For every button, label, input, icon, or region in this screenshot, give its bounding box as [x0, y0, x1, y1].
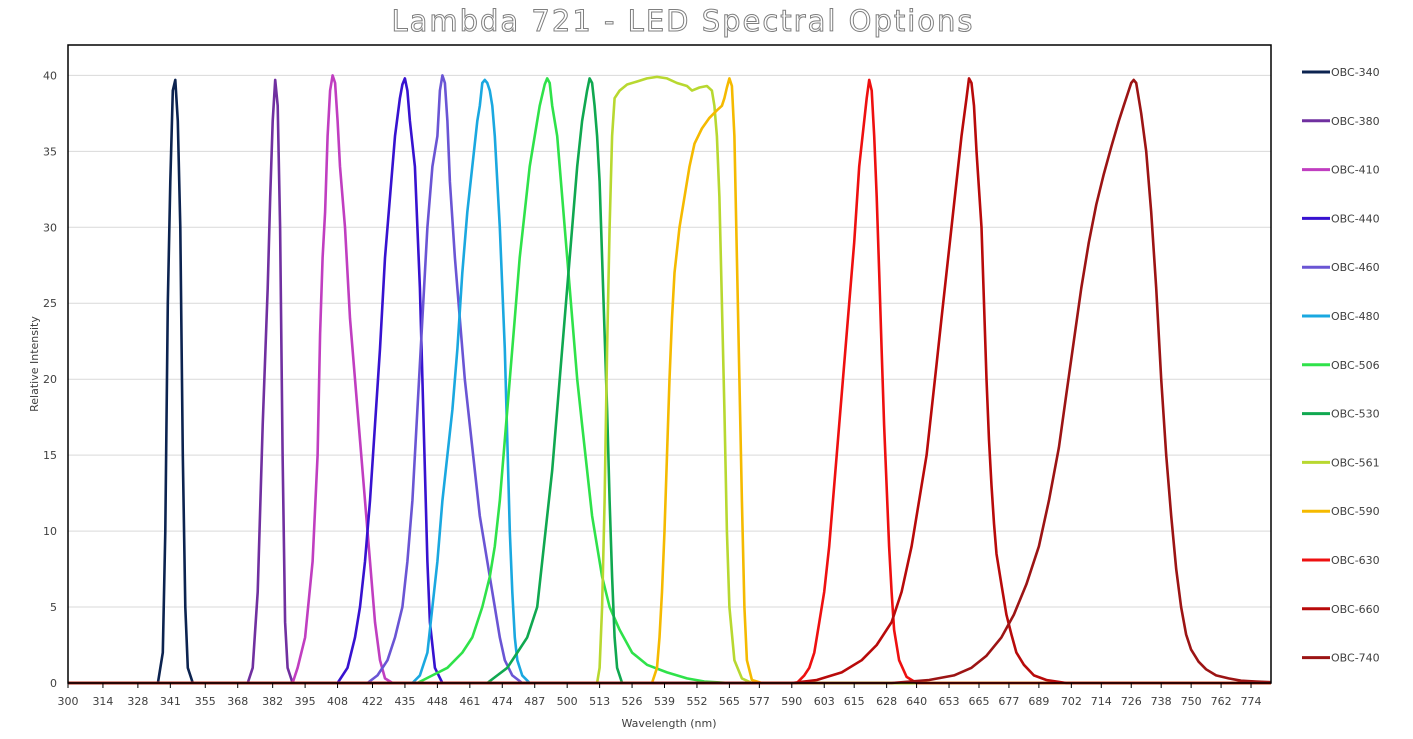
x-tick-label: 750	[1181, 695, 1202, 708]
series-line-obc-740	[68, 78, 1272, 685]
legend-label: OBC-410	[1331, 164, 1380, 177]
x-tick-label: 448	[427, 695, 448, 708]
x-tick-label: 640	[906, 695, 927, 708]
x-tick-label: 762	[1211, 695, 1232, 708]
x-tick-label: 487	[524, 695, 545, 708]
x-tick-label: 500	[557, 695, 578, 708]
x-tick-label: 628	[876, 695, 897, 708]
x-tick-label: 300	[58, 695, 79, 708]
x-tick-label: 314	[92, 695, 113, 708]
series-line-obc-506	[68, 77, 1271, 685]
legend-label: OBC-506	[1331, 359, 1380, 372]
x-tick-label: 552	[686, 695, 707, 708]
x-tick-label: 341	[160, 695, 181, 708]
legend-label: OBC-590	[1331, 505, 1380, 518]
legend: OBC-340 OBC-380 OBC-410 OBC-440 OBC-460 OBC-4…	[1302, 66, 1380, 665]
series-line-obc-561	[68, 75, 1271, 685]
x-tick-label: 689	[1028, 695, 1049, 708]
y-tick-label: 40	[43, 69, 57, 82]
x-tick-label: 702	[1061, 695, 1082, 708]
y-tick-labels: 0 5 10 15 20 25 30 35 40	[43, 69, 57, 690]
x-tick-label: 714	[1091, 695, 1112, 708]
plot-border	[67, 44, 1272, 684]
y-tick-label: 30	[43, 221, 57, 234]
x-tick-label: 435	[394, 695, 415, 708]
y-tick-label: 25	[43, 297, 57, 310]
x-tick-label: 565	[719, 695, 740, 708]
x-tick-label: 513	[589, 695, 610, 708]
x-tick-label: 408	[327, 695, 348, 708]
x-tick-label: 422	[362, 695, 383, 708]
series-line-obc-410	[68, 74, 1271, 685]
x-tick-label: 395	[295, 695, 316, 708]
y-tick-label: 10	[43, 525, 57, 538]
chart-title: Lambda 721 - LED Spectral Options	[391, 4, 975, 39]
legend-label: OBC-530	[1331, 408, 1380, 421]
x-tick-label: 590	[781, 695, 802, 708]
legend-label: OBC-340	[1331, 66, 1380, 79]
x-tick-label: 603	[814, 695, 835, 708]
x-tick-label: 577	[749, 695, 770, 708]
x-tick-label: 665	[968, 695, 989, 708]
x-tick-label: 677	[998, 695, 1019, 708]
x-tick-label: 368	[227, 695, 248, 708]
x-tick-label: 382	[262, 695, 283, 708]
series-line-obc-380	[68, 78, 1271, 685]
y-tick-label: 0	[50, 677, 57, 690]
series-line-obc-480	[68, 78, 1271, 685]
x-tick-label: 474	[492, 695, 513, 708]
legend-label: OBC-460	[1331, 261, 1380, 274]
x-axis-title: Wavelength (nm)	[621, 717, 716, 730]
x-tick-labels: 300 314 328 341 355 368 382 395 408 422 435 448 461 4…	[58, 683, 1262, 708]
legend-label: OBC-630	[1331, 554, 1380, 567]
series-line-obc-460	[68, 74, 1271, 685]
x-tick-label: 526	[622, 695, 643, 708]
series-line-obc-530	[68, 77, 1271, 685]
x-tick-label: 726	[1121, 695, 1142, 708]
series-line-obc-660	[68, 77, 1271, 685]
legend-label: OBC-740	[1331, 652, 1380, 665]
legend-label: OBC-380	[1331, 115, 1380, 128]
x-tick-label: 774	[1241, 695, 1262, 708]
series-line-obc-590	[68, 77, 1271, 685]
legend-label: OBC-561	[1331, 456, 1380, 469]
series-line-obc-630	[68, 78, 1271, 685]
legend-label: OBC-440	[1331, 212, 1380, 225]
y-tick-label: 35	[43, 145, 57, 158]
x-tick-label: 355	[195, 695, 216, 708]
x-tick-label: 653	[939, 695, 960, 708]
y-tick-label: 20	[43, 373, 57, 386]
x-tick-label: 738	[1151, 695, 1172, 708]
legend-label: OBC-660	[1331, 603, 1380, 616]
y-axis-title: Relative Intensity	[28, 316, 41, 412]
series-line-obc-440	[68, 77, 1271, 685]
y-tick-label: 5	[50, 601, 57, 614]
x-tick-label: 461	[459, 695, 480, 708]
series-line-obc-340	[68, 78, 1271, 685]
legend-label: OBC-480	[1331, 310, 1380, 323]
x-tick-label: 539	[654, 695, 675, 708]
y-tick-label: 15	[43, 449, 57, 462]
x-tick-label: 615	[844, 695, 865, 708]
series-lines	[68, 74, 1272, 685]
x-tick-label: 328	[127, 695, 148, 708]
